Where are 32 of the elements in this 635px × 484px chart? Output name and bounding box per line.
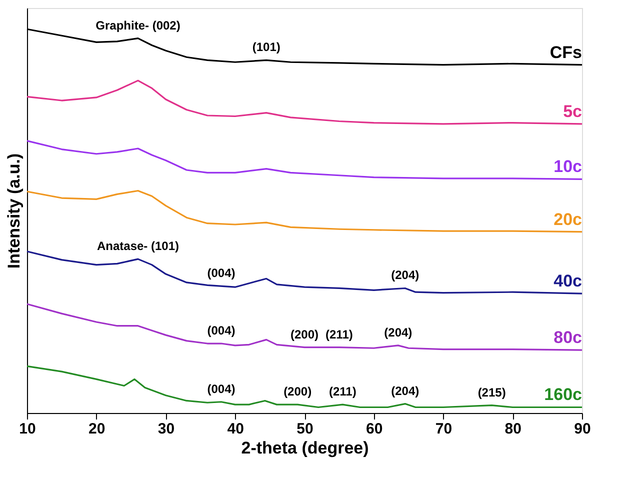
x-tick-label: 60 <box>366 420 383 438</box>
y-axis-title: Intensity (a.u.) <box>4 153 24 269</box>
series-label: CFs <box>550 42 582 62</box>
series-label: 80c <box>554 328 582 348</box>
x-tick-label: 70 <box>435 420 452 438</box>
x-tick-label: 20 <box>88 420 106 438</box>
x-tick-label: 90 <box>574 420 591 438</box>
series-label: 5c <box>563 102 582 121</box>
annotation: (215) <box>478 385 506 400</box>
annotation: (101) <box>252 40 280 54</box>
series-label: 160c <box>544 385 582 404</box>
x-axis-title: 2-theta (degree) <box>241 438 369 458</box>
annotation: Graphite- (002) <box>96 18 180 32</box>
x-tick-label: 80 <box>504 420 522 438</box>
annotation: (211) <box>326 327 353 342</box>
annotation: (004) <box>207 266 236 280</box>
annotation: (204) <box>391 384 420 398</box>
series-label: 20c <box>554 210 582 229</box>
x-tick-label: 50 <box>296 420 314 438</box>
x-tick-label: 40 <box>227 420 244 438</box>
annotation: (211) <box>328 384 356 399</box>
annotation: (204) <box>384 325 412 340</box>
annotation: (004) <box>207 324 236 338</box>
annotation: (200) <box>290 327 319 342</box>
annotation: (004) <box>207 382 236 396</box>
x-tick-label: 10 <box>19 420 36 438</box>
annotation: Anatase- (101) <box>96 239 180 254</box>
series-label: 10c <box>554 157 582 176</box>
annotation: (200) <box>284 384 312 399</box>
series-label: 40c <box>554 272 582 291</box>
annotation: (204) <box>391 268 420 282</box>
x-tick-label: 30 <box>158 420 175 438</box>
